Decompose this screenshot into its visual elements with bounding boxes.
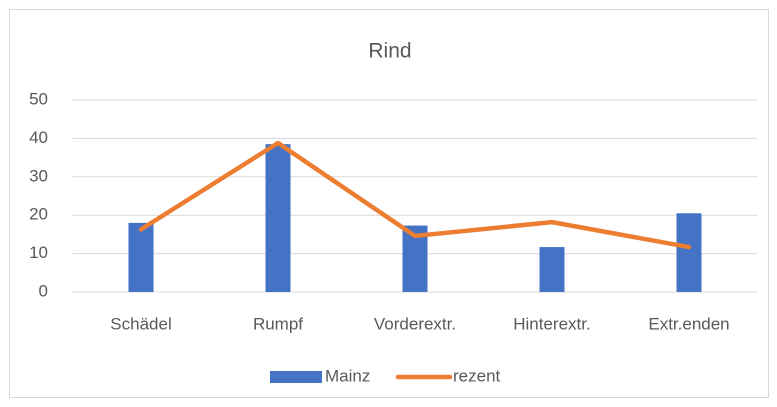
y-tick-label: 20	[29, 205, 48, 224]
x-tick-label: Extr.enden	[648, 314, 729, 333]
y-tick-label: 10	[29, 243, 48, 262]
bar	[265, 144, 291, 292]
chart-border	[9, 9, 769, 398]
x-tick-label: Hinterextr.	[513, 314, 590, 333]
x-tick-label: Vorderextr.	[374, 314, 456, 333]
y-tick-label: 30	[29, 166, 48, 185]
x-tick-label: Schädel	[110, 314, 171, 333]
legend-label: rezent	[453, 366, 501, 385]
y-tick-label: 0	[39, 281, 48, 300]
y-tick-label: 40	[29, 128, 48, 147]
legend-swatch	[270, 371, 322, 383]
bar	[539, 247, 565, 292]
y-tick-label: 50	[29, 89, 48, 108]
bar	[128, 222, 154, 292]
x-tick-label: Rumpf	[253, 314, 303, 333]
legend-label: Mainz	[325, 366, 370, 385]
chart-title: Rind	[368, 40, 411, 63]
bar	[676, 213, 702, 292]
line	[138, 140, 692, 250]
